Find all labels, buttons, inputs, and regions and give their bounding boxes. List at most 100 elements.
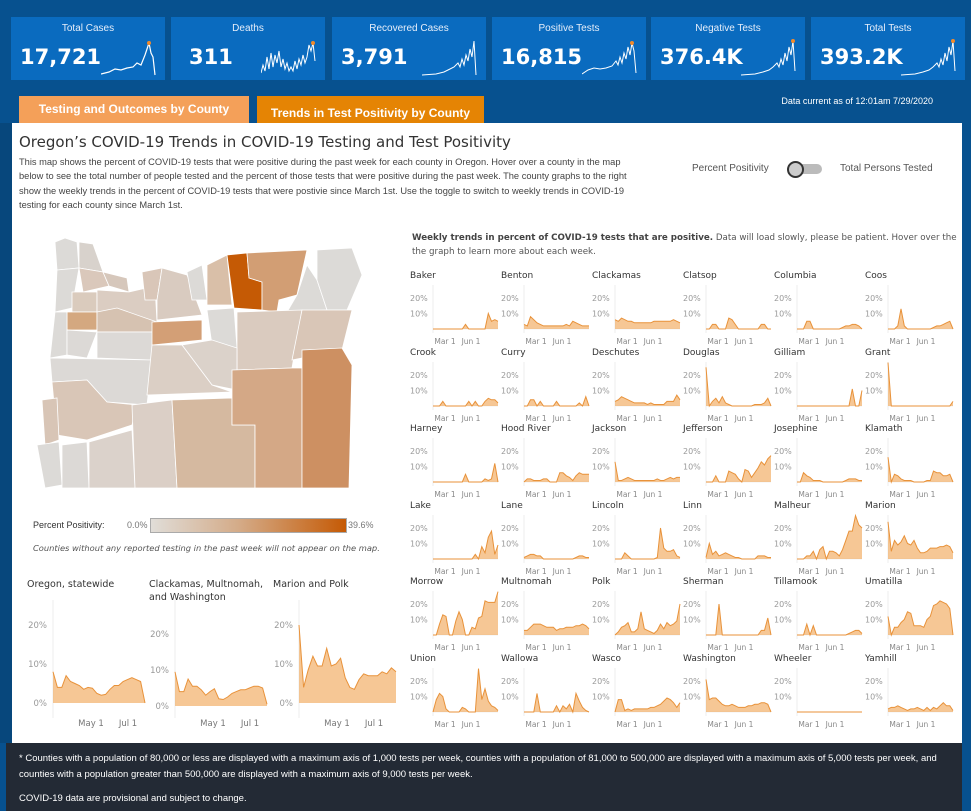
county-series-line[interactable] xyxy=(706,455,772,484)
county-series-line[interactable] xyxy=(887,600,954,638)
kpi-total-cases[interactable]: Total Cases 17,721 xyxy=(11,17,165,80)
county-chart-lake[interactable]: 20% 10% Mar 1 Jun 1 Lake xyxy=(409,501,500,578)
county-series-line[interactable] xyxy=(706,604,772,636)
county-chart-wheeler[interactable]: 20% 10% Mar 1 Jun 1 Wheeler xyxy=(773,654,864,731)
toggle-switch[interactable] xyxy=(787,161,822,178)
county-series-line[interactable] xyxy=(433,529,499,560)
county-series-area[interactable] xyxy=(706,318,771,329)
county-series-line[interactable] xyxy=(705,366,772,408)
county-series-line[interactable] xyxy=(705,679,772,713)
county-jefferson[interactable] xyxy=(151,319,203,346)
county-series-line[interactable] xyxy=(887,362,954,407)
statewide-series-area[interactable] xyxy=(53,671,145,703)
county-series-line[interactable] xyxy=(614,604,681,636)
toggle-left-label[interactable]: Percent Positivity xyxy=(692,163,769,174)
county-series-line[interactable] xyxy=(887,457,954,485)
county-series-line[interactable] xyxy=(433,311,499,330)
county-series-line[interactable] xyxy=(614,697,681,713)
county-series-line[interactable] xyxy=(797,622,863,638)
county-linn[interactable] xyxy=(96,331,158,361)
toggle-knob[interactable] xyxy=(787,161,804,178)
toggle-right-label[interactable]: Total Persons Tested xyxy=(840,163,933,174)
statewide-series-area[interactable] xyxy=(299,625,396,703)
county-jackson[interactable] xyxy=(88,429,136,489)
county-series-line[interactable] xyxy=(432,668,499,713)
kpi-deaths[interactable]: Deaths 311 xyxy=(171,17,325,80)
county-chart-umatilla[interactable]: 20% 10% Mar 1 Jun 1 Umatilla xyxy=(864,577,955,654)
statewide-series-area[interactable] xyxy=(175,671,267,706)
county-series-area[interactable] xyxy=(524,396,589,406)
county-chart-coos[interactable]: 20% 10% Mar 1 Jun 1 Coos xyxy=(864,271,955,348)
county-series-line[interactable] xyxy=(523,472,589,483)
county-series-line[interactable] xyxy=(614,461,680,482)
county-chart-linn[interactable]: 20% 10% Mar 1 Jun 1 Linn xyxy=(682,501,773,578)
county-chart-curry[interactable]: 20% 10% Mar 1 Jun 1 Curry xyxy=(500,348,591,425)
county-series-line[interactable] xyxy=(433,463,499,483)
county-series-line[interactable] xyxy=(614,317,681,324)
county-yamhill[interactable] xyxy=(71,291,98,313)
county-chart-marion[interactable]: 20% 10% Mar 1 Jun 1 Marion xyxy=(864,501,955,578)
county-polk[interactable] xyxy=(66,311,98,331)
county-series-line[interactable] xyxy=(433,591,499,636)
county-series-area[interactable] xyxy=(433,463,498,483)
county-chart-union[interactable]: 20% 10% Mar 1 Jun 1 Union xyxy=(409,654,500,731)
county-series-line[interactable] xyxy=(888,308,954,330)
county-gilliam[interactable] xyxy=(206,254,233,306)
county-series-line[interactable] xyxy=(887,702,954,712)
county-series-line[interactable] xyxy=(524,691,590,714)
tab-testing-outcomes[interactable]: Testing and Outcomes by County xyxy=(19,96,249,123)
county-series-line[interactable] xyxy=(523,315,589,327)
county-series-area[interactable] xyxy=(706,543,771,559)
county-series-line[interactable] xyxy=(523,553,589,560)
county-grant[interactable] xyxy=(236,309,303,371)
statewide-series-line[interactable] xyxy=(52,671,146,704)
county-chart-harney[interactable]: 20% 10% Mar 1 Jun 1 Harney xyxy=(409,424,500,501)
county-series-area[interactable] xyxy=(524,693,589,712)
county-series-area[interactable] xyxy=(615,318,680,329)
oregon-county-map[interactable] xyxy=(17,220,392,500)
county-series-line[interactable] xyxy=(705,541,771,560)
county-malheur[interactable] xyxy=(301,347,353,489)
county-series-area[interactable] xyxy=(433,313,498,330)
county-series-area[interactable] xyxy=(524,316,589,329)
county-series-line[interactable] xyxy=(524,623,590,632)
county-series-area[interactable] xyxy=(797,515,862,559)
county-series-area[interactable] xyxy=(706,679,771,712)
county-series-area[interactable] xyxy=(615,394,680,406)
county-series-line[interactable] xyxy=(797,513,863,561)
county-chart-wallowa[interactable]: 20% 10% Mar 1 Jun 1 Wallowa xyxy=(500,654,591,731)
county-series-area[interactable] xyxy=(615,461,680,483)
county-wasco[interactable] xyxy=(156,267,203,321)
county-chart-hood-river[interactable]: 20% 10% Mar 1 Jun 1 Hood River xyxy=(500,424,591,501)
county-chart-sherman[interactable]: 20% 10% Mar 1 Jun 1 Sherman xyxy=(682,577,773,654)
county-series-area[interactable] xyxy=(615,604,680,636)
county-multnomah[interactable] xyxy=(102,271,130,293)
county-washington[interactable] xyxy=(78,267,110,293)
tab-trends-positivity[interactable]: Trends in Test Positivity by County xyxy=(257,96,484,128)
county-benton[interactable] xyxy=(66,329,98,359)
county-series-area[interactable] xyxy=(524,472,589,483)
county-chart-tillamook[interactable]: 20% 10% Mar 1 Jun 1 Tillamook xyxy=(773,577,864,654)
county-curry[interactable] xyxy=(36,441,63,489)
county-chart-grant[interactable]: 20% 10% Mar 1 Jun 1 Grant xyxy=(864,348,955,425)
county-coos[interactable] xyxy=(41,397,60,446)
county-chart-yamhill[interactable]: 20% 10% Mar 1 Jun 1 Yamhill xyxy=(864,654,955,731)
county-series-area[interactable] xyxy=(433,530,498,559)
county-series-line[interactable] xyxy=(887,521,954,554)
county-deschutes[interactable] xyxy=(146,344,233,396)
county-chart-jackson[interactable]: 20% 10% Mar 1 Jun 1 Jackson xyxy=(591,424,682,501)
county-series-area[interactable] xyxy=(524,554,589,559)
county-chart-clatsop[interactable]: 20% 10% Mar 1 Jun 1 Clatsop xyxy=(682,271,773,348)
county-series-line[interactable] xyxy=(797,388,863,407)
statewide-series-line[interactable] xyxy=(298,624,397,690)
kpi-negative-tests[interactable]: Negative Tests 376.4K xyxy=(651,17,805,80)
county-chart-clackamas[interactable]: 20% 10% Mar 1 Jun 1 Clackamas xyxy=(591,271,682,348)
kpi-total-tests[interactable]: Total Tests 393.2K xyxy=(811,17,965,80)
county-series-area[interactable] xyxy=(797,321,862,329)
county-series-area[interactable] xyxy=(433,591,498,636)
county-harney[interactable] xyxy=(231,367,303,489)
county-chart-lane[interactable]: 20% 10% Mar 1 Jun 1 Lane xyxy=(500,501,591,578)
county-series-area[interactable] xyxy=(706,604,771,636)
county-series-area[interactable] xyxy=(888,457,953,483)
county-chart-deschutes[interactable]: 20% 10% Mar 1 Jun 1 Deschutes xyxy=(591,348,682,425)
